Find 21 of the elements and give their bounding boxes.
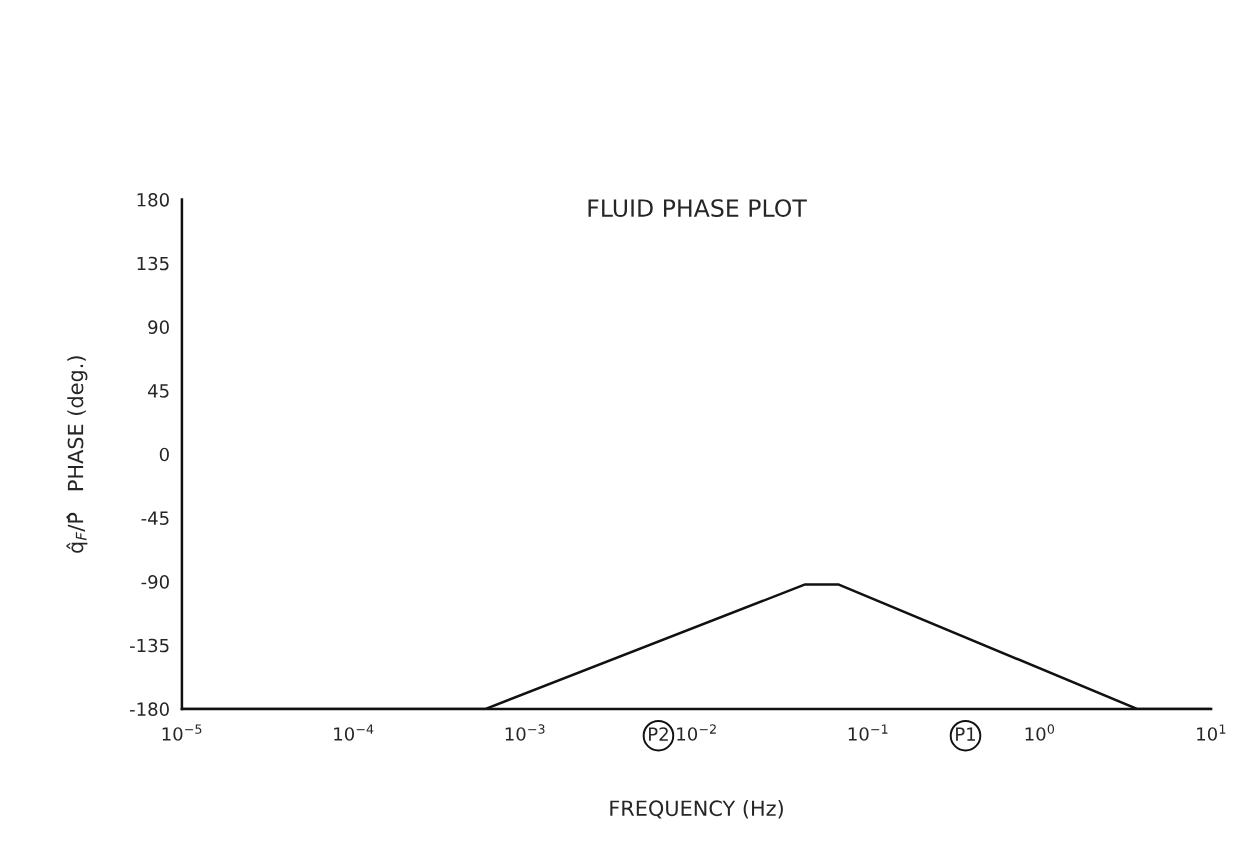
x-tick-label: 10$^{1}$ [1197, 724, 1226, 741]
y-tick-label: 180 [137, 192, 169, 207]
y-tick-label: 135 [137, 256, 169, 271]
y-tick-label: 45 [148, 384, 169, 398]
x-tick-label: 10$^{−4}$ [334, 724, 374, 741]
y-tick-label: 90 [148, 320, 169, 334]
x-tick-label: P2 [649, 727, 668, 741]
y-tick-label: -180 [130, 702, 169, 717]
x-tick-label: 10$^{−1}$ [848, 724, 888, 741]
chart-title: FLUID PHASE PLOT [588, 199, 807, 217]
x-tick-label: 10$^{−5}$ [162, 724, 202, 741]
y-axis-title: q̂$_{F}$/P̂ PHASE (deg.) [66, 356, 88, 553]
x-tick-label: 10$^{−2}$ [677, 724, 716, 741]
y-tick-label: 0 [159, 447, 169, 462]
y-tick-label: -90 [141, 575, 169, 589]
y-tick-label: -135 [130, 638, 169, 653]
x-axis-title: FREQUENCY (Hz) [610, 800, 783, 819]
x-tick-label: 10$^{−3}$ [505, 724, 545, 741]
y-tick-label: -45 [141, 511, 169, 526]
x-tick-label: 10$^{0}$ [1025, 724, 1055, 741]
x-tick-label: P1 [956, 727, 976, 741]
